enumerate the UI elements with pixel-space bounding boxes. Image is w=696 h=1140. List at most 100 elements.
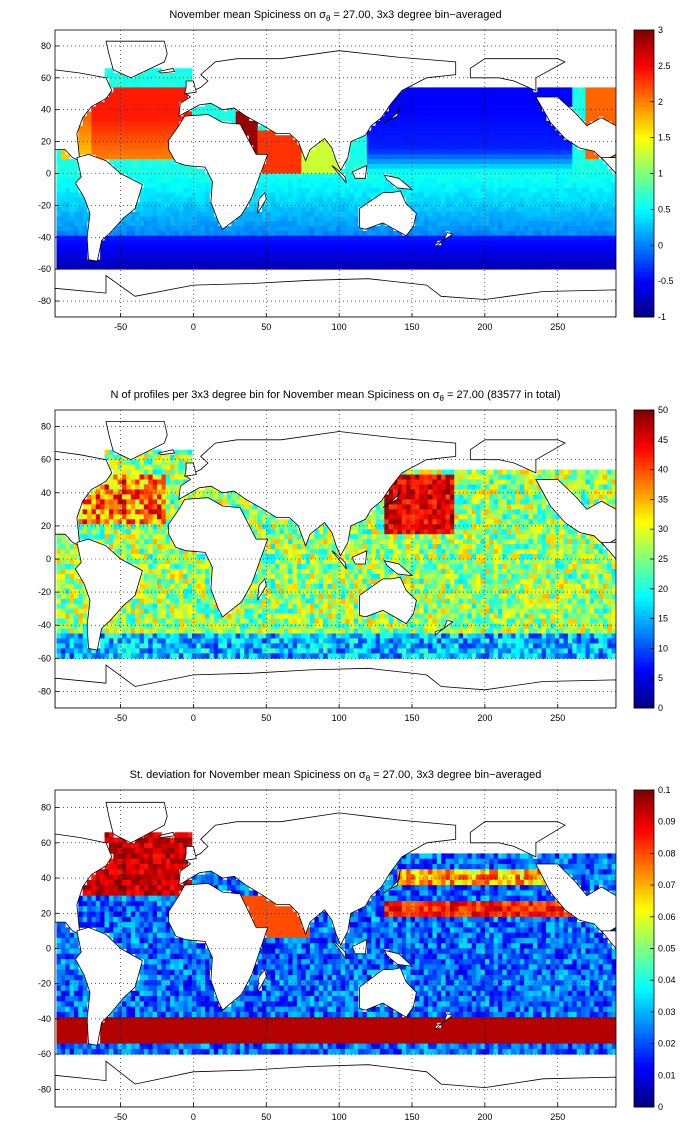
heatmap-cell — [445, 202, 451, 208]
heatmap-cell — [318, 140, 324, 146]
heatmap-cell — [261, 254, 267, 260]
heatmap-cell — [73, 230, 79, 237]
heatmap-cell — [598, 197, 604, 203]
heatmap-cell — [463, 221, 468, 227]
heatmap-cell — [314, 149, 320, 155]
heatmap-cell — [235, 608, 241, 615]
heatmap-cell — [288, 221, 293, 227]
heatmap-cell — [170, 618, 175, 624]
heatmap-cell — [283, 163, 289, 170]
heatmap-cell — [139, 618, 145, 624]
heatmap-cell — [139, 187, 145, 194]
heatmap-cell — [165, 534, 171, 540]
heatmap-cell — [541, 230, 547, 237]
heatmap-cell — [559, 163, 564, 170]
heatmap-cell — [253, 264, 258, 270]
heatmap-cell — [213, 240, 219, 246]
heatmap-cell — [275, 245, 280, 251]
heatmap-cell — [292, 206, 298, 213]
heatmap-cell — [143, 573, 149, 580]
heatmap-cell — [463, 111, 468, 117]
heatmap-cell — [157, 583, 162, 590]
heatmap-cell — [130, 484, 136, 490]
heatmap-cell — [401, 178, 407, 184]
heatmap-cell — [463, 92, 468, 98]
heatmap-cell — [139, 140, 145, 146]
x-tick-label: 50 — [261, 322, 271, 332]
heatmap-cell — [178, 187, 184, 194]
heatmap-cell — [157, 73, 162, 79]
heatmap-cell — [205, 633, 210, 639]
heatmap-cell — [231, 608, 237, 615]
heatmap-cell — [511, 264, 516, 270]
heatmap-cell — [283, 187, 289, 194]
heatmap-cell — [445, 173, 451, 179]
heatmap-cell — [113, 509, 119, 515]
heatmap-cell — [100, 144, 105, 150]
heatmap-cell — [384, 111, 390, 117]
heatmap-cell — [200, 111, 206, 117]
heatmap-cell — [506, 144, 512, 150]
heatmap-cell — [423, 125, 429, 131]
colorbar-swatch — [634, 312, 654, 318]
heatmap-cell — [423, 130, 429, 136]
heatmap-cell — [497, 211, 503, 217]
heatmap-cell — [178, 211, 184, 217]
heatmap-cell — [178, 77, 184, 84]
heatmap-cell — [375, 192, 381, 198]
heatmap-cell — [344, 173, 350, 179]
heatmap-cell — [139, 578, 145, 585]
heatmap-cell — [563, 140, 569, 146]
heatmap-cell — [95, 499, 101, 505]
heatmap-cell — [449, 216, 455, 222]
heatmap-cell — [296, 235, 302, 241]
heatmap-cell — [602, 101, 608, 107]
heatmap-cell — [581, 87, 586, 93]
heatmap-cell — [323, 254, 328, 260]
heatmap-cell — [393, 135, 398, 141]
heatmap-cell — [441, 230, 446, 237]
heatmap-cell — [60, 254, 66, 260]
heatmap-cell — [480, 221, 486, 227]
heatmap-cell — [528, 197, 534, 203]
heatmap-cell — [441, 154, 446, 160]
heatmap-cell — [213, 221, 219, 227]
heatmap-cell — [117, 144, 123, 150]
heatmap-cell — [310, 245, 315, 251]
heatmap-cell — [65, 578, 70, 585]
heatmap-cell — [497, 183, 503, 189]
heatmap-cell — [463, 96, 468, 103]
heatmap-cell — [130, 87, 136, 93]
heatmap-cell — [388, 235, 394, 241]
heatmap-cell — [506, 254, 512, 260]
heatmap-cell — [323, 221, 328, 227]
heatmap-cell — [567, 168, 573, 174]
heatmap-cell — [611, 197, 616, 203]
heatmap-cell — [161, 618, 167, 624]
heatmap-cell — [467, 130, 473, 136]
heatmap-cell — [563, 92, 569, 98]
heatmap-cell — [253, 206, 258, 213]
heatmap-cell — [594, 202, 599, 208]
heatmap-cell — [288, 178, 293, 184]
heatmap-cell — [463, 235, 468, 241]
heatmap-cell — [165, 628, 171, 634]
heatmap-cell — [502, 92, 508, 98]
heatmap-cell — [323, 202, 328, 208]
heatmap-cell — [406, 120, 411, 127]
heatmap-cell — [497, 101, 503, 107]
heatmap-cell — [196, 235, 202, 241]
heatmap-cell — [428, 250, 433, 256]
heatmap-cell — [104, 648, 110, 654]
heatmap-cell — [117, 159, 123, 165]
heatmap-cell — [117, 519, 123, 525]
heatmap-cell — [200, 568, 206, 575]
heatmap-cell — [379, 245, 385, 251]
heatmap-cell — [157, 106, 162, 112]
heatmap-cell — [305, 173, 311, 179]
heatmap-cell — [148, 216, 154, 222]
heatmap-cell — [135, 211, 140, 217]
heatmap-cell — [296, 192, 302, 198]
heatmap-cell — [200, 578, 206, 585]
heatmap-cell — [410, 111, 416, 117]
